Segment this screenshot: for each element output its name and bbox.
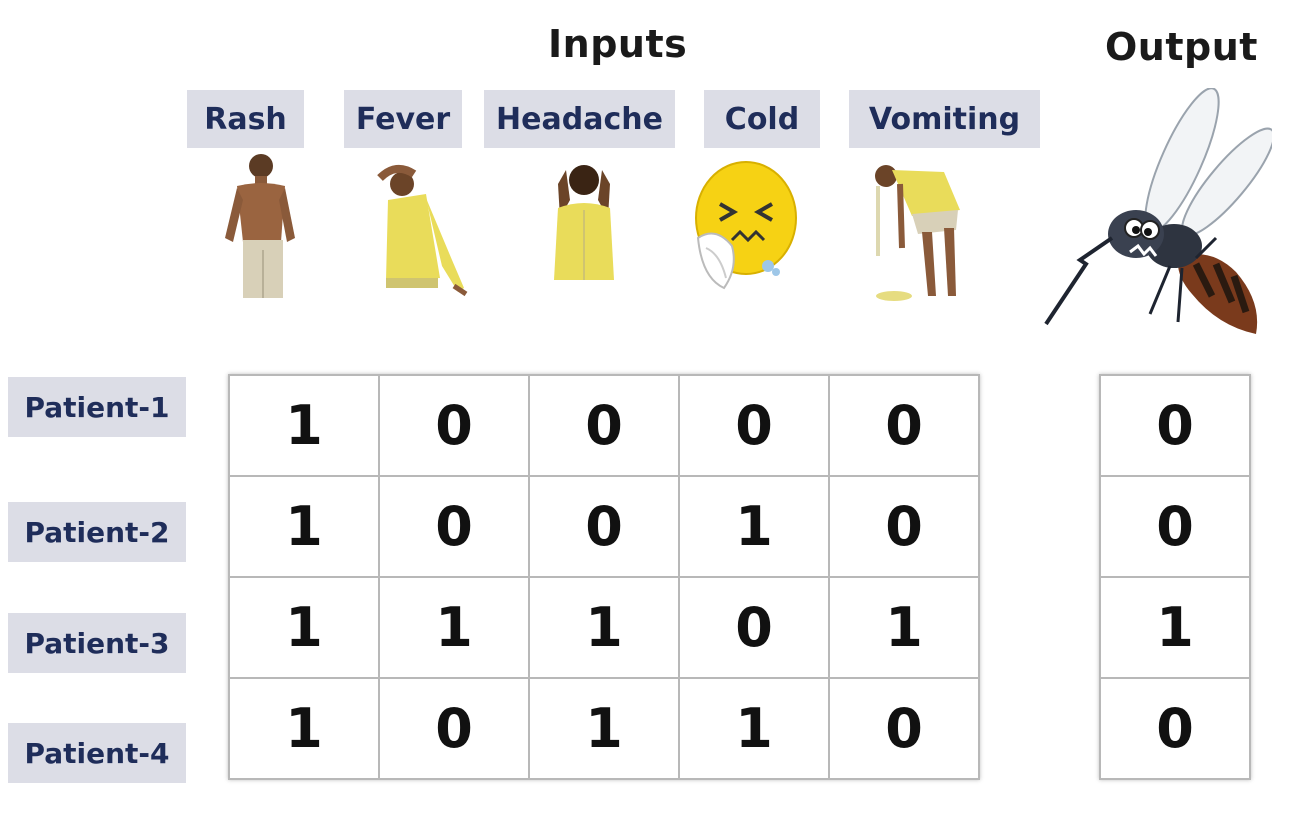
input-cell: 0 — [378, 374, 530, 477]
input-cell: 1 — [528, 677, 680, 780]
table-row: 0 — [1099, 677, 1251, 780]
output-heading: Output — [1105, 25, 1258, 69]
input-cell: 1 — [678, 475, 830, 578]
input-cell: 0 — [678, 576, 830, 679]
table-row: 0 — [1099, 475, 1251, 578]
patient-label-1: Patient-1 — [8, 377, 186, 437]
output-cell: 0 — [1099, 374, 1251, 477]
input-cell: 0 — [378, 677, 530, 780]
input-cell: 1 — [228, 374, 380, 477]
input-cell: 1 — [828, 576, 980, 679]
table-row: 1 1 1 0 1 — [228, 576, 980, 679]
input-cell: 1 — [678, 677, 830, 780]
input-cell: 1 — [378, 576, 530, 679]
input-cell: 0 — [528, 374, 680, 477]
inputs-table: 1 0 0 0 0 1 0 0 1 0 1 1 1 0 1 1 0 1 1 0 — [228, 374, 980, 780]
table-row: 1 0 0 0 0 — [228, 374, 980, 477]
patient-label-4: Patient-4 — [8, 723, 186, 783]
table-row: 1 — [1099, 576, 1251, 679]
input-cell: 0 — [828, 374, 980, 477]
input-cell: 1 — [228, 677, 380, 780]
output-cell: 1 — [1099, 576, 1251, 679]
symptom-label-rash: Rash — [187, 90, 304, 148]
input-cell: 0 — [828, 475, 980, 578]
output-cell: 0 — [1099, 475, 1251, 578]
table-row: 1 0 0 1 0 — [228, 475, 980, 578]
input-cell: 1 — [228, 576, 380, 679]
table-row: 1 0 1 1 0 — [228, 677, 980, 780]
shirtless-man-icon — [215, 150, 305, 302]
symptom-label-cold: Cold — [704, 90, 820, 148]
input-cell: 1 — [528, 576, 680, 679]
input-cell: 0 — [678, 374, 830, 477]
headache-man-icon — [540, 158, 626, 284]
sneezing-emoji-icon — [692, 160, 802, 292]
input-cell: 0 — [378, 475, 530, 578]
patient-label-3: Patient-3 — [8, 613, 186, 673]
symptom-label-headache: Headache — [484, 90, 675, 148]
symptom-label-vomiting: Vomiting — [849, 90, 1040, 148]
symptom-label-fever: Fever — [344, 90, 462, 148]
input-cell: 0 — [528, 475, 680, 578]
fever-man-icon — [366, 160, 470, 300]
output-table: 0 0 1 0 — [1099, 374, 1251, 780]
output-cell: 0 — [1099, 677, 1251, 780]
vomiting-man-icon — [866, 156, 970, 308]
inputs-heading: Inputs — [548, 22, 688, 66]
input-cell: 1 — [228, 475, 380, 578]
input-cell: 0 — [828, 677, 980, 780]
mosquito-icon — [1040, 88, 1272, 340]
patient-label-2: Patient-2 — [8, 502, 186, 562]
table-row: 0 — [1099, 374, 1251, 477]
